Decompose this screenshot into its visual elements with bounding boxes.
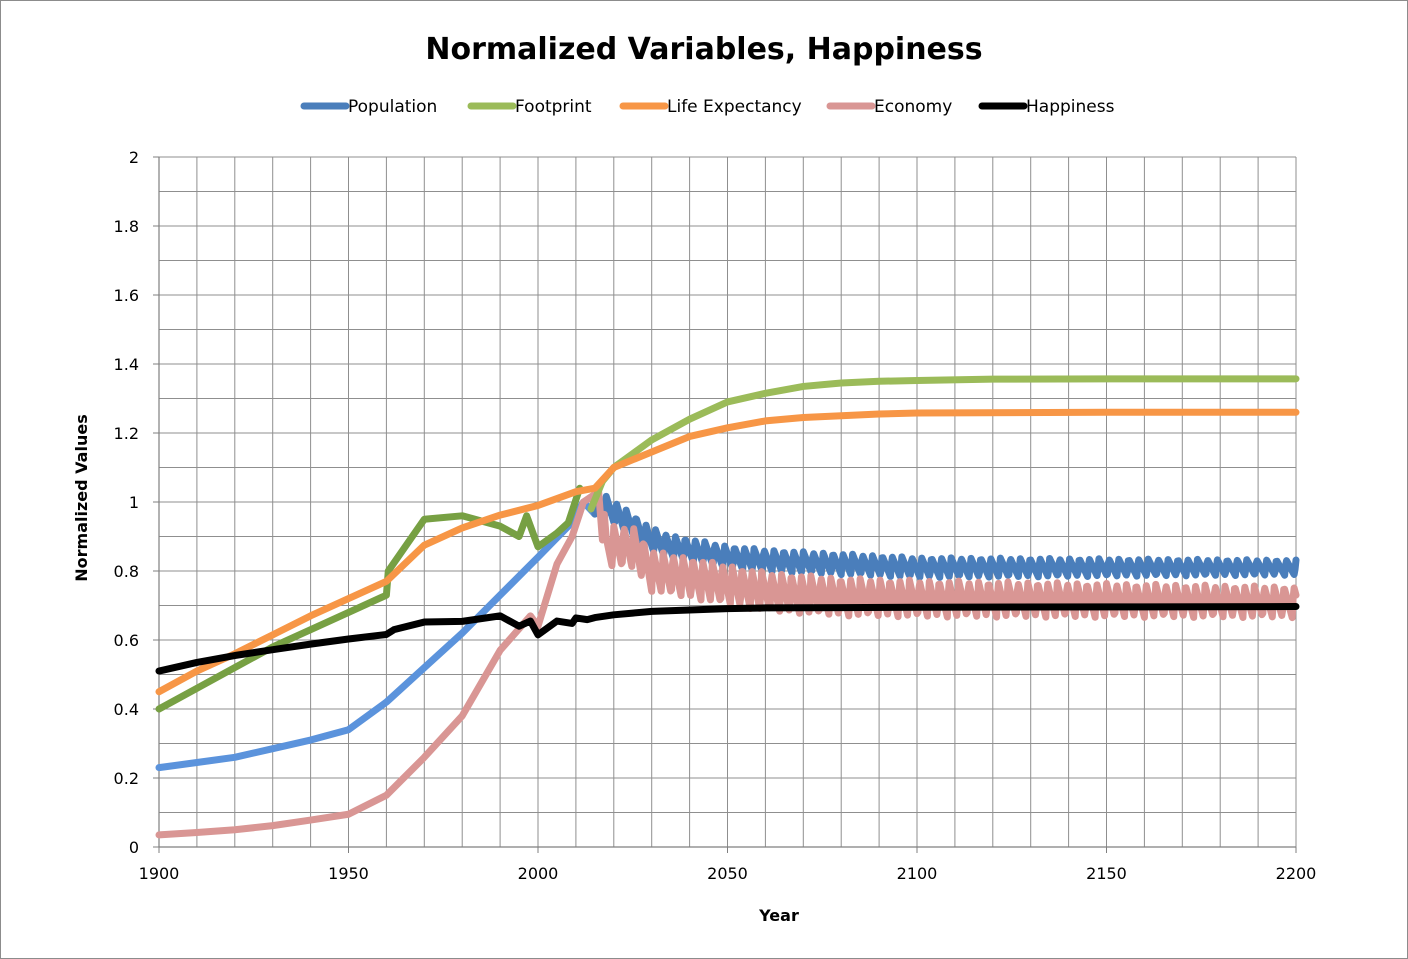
y-tick-label: 1.4 [114,355,139,374]
axes: 0 0.2 0.4 0.6 0.8 1 1.2 1.4 1.6 1.8 2 1900 1950 2000 2… [114,148,1317,883]
chart-title: Normalized Variables, Happiness [425,32,982,67]
legend-item-population: Population [300,97,437,117]
legend-label-population: Population [348,97,437,117]
y-tick-label: 0.4 [114,700,139,719]
x-tick-label: 1950 [328,864,369,883]
series-lines [155,375,1300,839]
y-tick-label: 0.2 [114,769,139,788]
y-tick-label: 0.6 [114,631,139,650]
series-line-life-expectancy [155,408,1300,696]
series-line-happiness [155,603,1300,675]
y-axis-title: Normalized Values [72,414,91,581]
y-tick-label: 1 [129,493,139,512]
legend-label-economy: Economy [874,97,952,117]
y-tick-label: 0.8 [114,562,139,581]
legend-label-happiness: Happiness [1026,97,1115,117]
y-tick-label: 1.2 [114,424,139,443]
series-line-economy [155,488,1300,839]
x-tick-label: 2000 [518,864,559,883]
legend-label-life-expectancy: Life Expectancy [667,97,802,117]
x-tick-label: 2200 [1276,864,1317,883]
legend: Population Footprint Life Expectancy Econom… [300,97,1115,117]
legend-item-footprint: Footprint [467,97,592,117]
grid [158,156,1297,848]
y-tick-label: 1.8 [114,217,139,236]
x-axis-title: Year [758,906,799,925]
series-line-footprint [155,484,584,713]
x-tick-label: 1900 [139,864,180,883]
y-tick-label: 0 [129,838,139,857]
legend-item-life-expectancy: Life Expectancy [619,97,802,117]
legend-label-footprint: Footprint [515,97,592,117]
legend-item-economy: Economy [826,97,952,117]
x-tick-label: 2150 [1086,864,1127,883]
y-tick-label: 2 [129,148,139,167]
x-tick-label: 2050 [707,864,748,883]
legend-item-happiness: Happiness [978,97,1115,117]
x-tick-label: 2100 [897,864,938,883]
y-tick-label: 1.6 [114,286,139,305]
